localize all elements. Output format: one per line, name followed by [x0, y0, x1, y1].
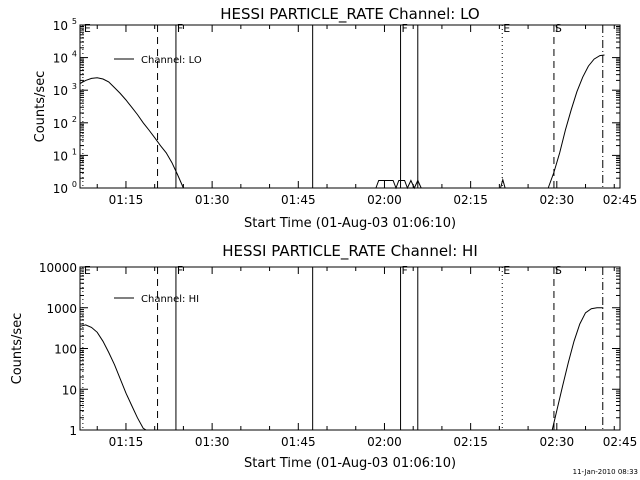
- y-tick-label: 10: [53, 19, 68, 33]
- data-series-line: [500, 177, 506, 189]
- legend-label: Channel: LO: [141, 55, 202, 66]
- event-marker-label: E: [503, 22, 510, 35]
- y-tick-label: 10: [53, 52, 68, 66]
- y-tick-exponent: 4: [72, 50, 77, 59]
- x-tick-label: 01:30: [195, 435, 230, 449]
- y-tick-base: 10: [53, 19, 68, 33]
- y-tick-exponent: 2: [72, 115, 77, 124]
- y-tick-label: 10: [53, 117, 68, 131]
- x-tick-label: 02:00: [367, 435, 402, 449]
- x-tick-label: 01:15: [109, 435, 144, 449]
- y-tick-exponent: 3: [72, 82, 77, 91]
- data-series-line: [79, 324, 147, 431]
- y-tick-base: 10: [53, 182, 68, 196]
- event-marker-label: S: [555, 22, 562, 35]
- y-tick-base: 10: [53, 149, 68, 163]
- event-marker-label: E: [503, 264, 510, 277]
- data-series-line: [79, 77, 184, 189]
- x-tick-label: 01:45: [281, 435, 316, 449]
- legend-label: Channel: HI: [141, 294, 199, 305]
- data-series-line: [551, 307, 604, 431]
- chart-title: HESSI PARTICLE_RATE Channel: LO: [220, 5, 479, 24]
- y-tick-label: 10: [53, 182, 68, 196]
- event-marker-label: E: [84, 22, 91, 35]
- x-tick-label: 02:30: [540, 435, 575, 449]
- data-series-line: [375, 179, 422, 190]
- y-tick-exponent: 1: [72, 147, 77, 156]
- event-marker-label: E: [84, 264, 91, 277]
- y-tick-label: 10: [62, 383, 77, 397]
- x-tick-label: 02:30: [540, 193, 575, 207]
- y-tick-label: 1: [69, 424, 77, 438]
- plot-frame: [79, 266, 621, 431]
- event-marker-label: S: [555, 264, 562, 277]
- y-tick-label: 10: [53, 84, 68, 98]
- y-tick-label: 100: [54, 343, 77, 357]
- y-tick-exponent: 5: [72, 17, 77, 26]
- x-tick-label: 01:30: [195, 193, 230, 207]
- x-tick-label: 01:45: [281, 193, 316, 207]
- event-marker-label: F: [177, 22, 183, 35]
- x-tick-label: 02:15: [453, 435, 488, 449]
- y-axis-label: Counts/sec: [10, 313, 25, 385]
- lo-channel-panel: HESSI PARTICLE_RATE Channel: LO Start Tim…: [33, 5, 637, 231]
- event-marker-label: F: [402, 22, 408, 35]
- event-marker-label: F: [402, 264, 408, 277]
- y-tick-label: 1000: [46, 302, 77, 316]
- x-tick-label: 02:45: [603, 435, 638, 449]
- chart-title: HESSI PARTICLE_RATE Channel: HI: [222, 242, 478, 261]
- y-tick-label: 10000: [39, 261, 77, 275]
- plot-frame: [79, 24, 621, 189]
- x-tick-label: 02:45: [603, 193, 638, 207]
- y-tick-base: 10: [53, 84, 68, 98]
- event-marker-label: F: [177, 264, 183, 277]
- y-tick-exponent: 0: [72, 180, 77, 189]
- hi-channel-panel: HESSI PARTICLE_RATE Channel: HI Start Tim…: [10, 242, 637, 471]
- y-axis-label: Counts/sec: [33, 71, 48, 143]
- data-series-line: [547, 54, 605, 189]
- y-tick-base: 10: [53, 117, 68, 131]
- x-tick-label: 01:15: [109, 193, 144, 207]
- x-tick-label: 02:15: [453, 193, 488, 207]
- x-axis-label: Start Time (01-Aug-03 01:06:10): [244, 216, 456, 231]
- x-axis-label: Start Time (01-Aug-03 01:06:10): [244, 456, 456, 471]
- y-tick-label: 10: [53, 149, 68, 163]
- y-tick-base: 10: [53, 52, 68, 66]
- timestamp-stamp: 11-Jan-2010 08:33: [573, 468, 638, 476]
- x-tick-label: 02:00: [367, 193, 402, 207]
